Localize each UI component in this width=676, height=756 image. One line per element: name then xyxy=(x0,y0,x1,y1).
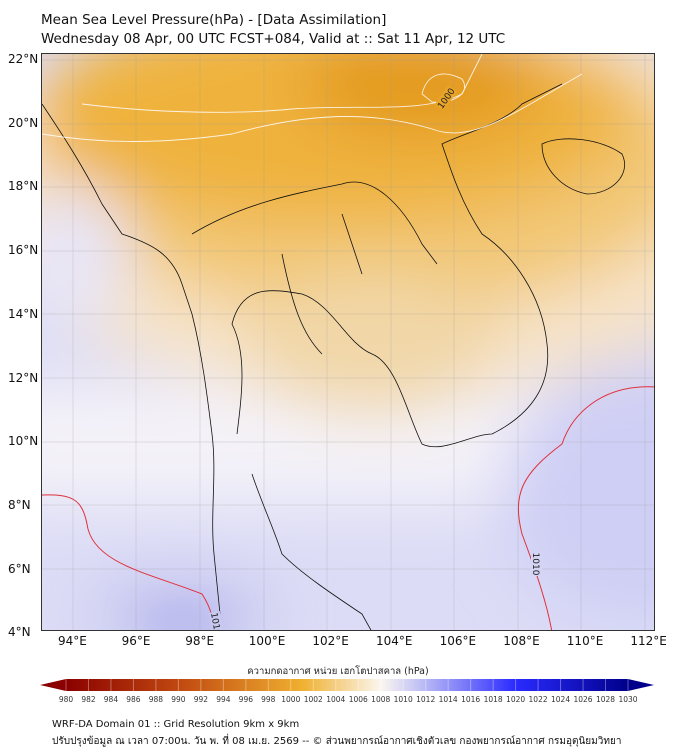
colorbar-tick-label: 994 xyxy=(216,695,231,704)
lat-label: 14°N xyxy=(8,306,39,321)
colorbar-tick-label: 1000 xyxy=(281,695,300,704)
colorbar-tick-label: 984 xyxy=(104,695,119,704)
lat-label: 18°N xyxy=(8,179,39,194)
colorbar-tick-label: 990 xyxy=(171,695,186,704)
colorbar-tick-label: 996 xyxy=(239,695,254,704)
colorbar-tick-label: 998 xyxy=(261,695,276,704)
colorbar-tick-label: 1022 xyxy=(529,695,548,704)
lat-label: 16°N xyxy=(8,243,39,258)
lon-label: 102°E xyxy=(312,634,349,648)
lon-label: 106°E xyxy=(439,634,477,648)
colorbar-tick-label: 1028 xyxy=(596,695,615,704)
colorbar-tick-label: 1008 xyxy=(371,695,390,704)
lat-label: 22°N xyxy=(8,52,39,66)
colorbar-tick-label: 1018 xyxy=(484,695,503,704)
lon-label: 96°E xyxy=(121,634,151,648)
lon-label: 100°E xyxy=(248,634,286,648)
colorbar-tick-label: 1014 xyxy=(439,695,458,704)
colorbar: 980 982 984 986 988 990 992 994 996 998 1000 1002 10… xyxy=(40,679,654,704)
pressure-field: 1000 1010 1010 xyxy=(42,54,654,631)
colorbar-tick-label: 1026 xyxy=(573,695,592,704)
lat-label: 8°N xyxy=(8,497,31,512)
colorbar-tick-label: 1024 xyxy=(551,695,570,704)
colorbar-tick-label: 1010 xyxy=(394,695,413,704)
colorbar-title: ความกดอากาศ หน่วย เฮกโตปาสคาล (hPa) xyxy=(247,666,429,677)
chart-title: Mean Sea Level Pressure(hPa) - [Data Ass… xyxy=(41,12,387,28)
colorbar-tick-label: 988 xyxy=(149,695,164,704)
colorbar-tick-label: 992 xyxy=(194,695,209,704)
colorbar-tick-label: 1004 xyxy=(326,695,345,704)
colorbar-tick-label: 1012 xyxy=(416,695,435,704)
lon-label: 94°E xyxy=(58,634,87,648)
lat-label: 6°N xyxy=(8,561,31,576)
lon-label: 104°E xyxy=(376,634,413,648)
graticule xyxy=(42,54,654,630)
lat-label: 10°N xyxy=(8,434,39,449)
lon-label: 108°E xyxy=(503,634,540,648)
colorbar-tick-label: 1006 xyxy=(349,695,368,704)
colorbar-tick-label: 986 xyxy=(126,695,141,704)
footer-model-info: WRF-DA Domain 01 :: Grid Resolution 9km … xyxy=(52,719,300,730)
lon-label: 112°E xyxy=(630,634,667,648)
contour-label: 1010 xyxy=(208,612,222,631)
colorbar-tick-label: 1020 xyxy=(506,695,525,704)
pressure-map: 1000 1010 1010 xyxy=(41,53,655,631)
coastlines xyxy=(42,83,625,630)
lat-label: 4°N xyxy=(8,625,31,640)
lat-label: 12°N xyxy=(8,370,39,385)
footer-credit: ปรับปรุงข้อมูล ณ เวลา 07:00น. วัน พ. ที่… xyxy=(52,736,622,747)
contour-label: 1010 xyxy=(530,553,540,576)
colorbar-tick-label: 1002 xyxy=(304,695,323,704)
colorbar-tick-label: 1016 xyxy=(461,695,480,704)
lat-label: 20°N xyxy=(8,115,39,130)
contours-1010 xyxy=(42,386,654,630)
lon-label: 110°E xyxy=(566,634,604,648)
colorbar-tick-label: 982 xyxy=(81,695,96,704)
lon-label: 98°E xyxy=(185,634,215,648)
chart-subtitle: Wednesday 08 Apr, 00 UTC FCST+084, Valid… xyxy=(41,31,506,47)
colorbar-tick-label: 1030 xyxy=(618,695,637,704)
colorbar-tick-label: 980 xyxy=(59,695,74,704)
